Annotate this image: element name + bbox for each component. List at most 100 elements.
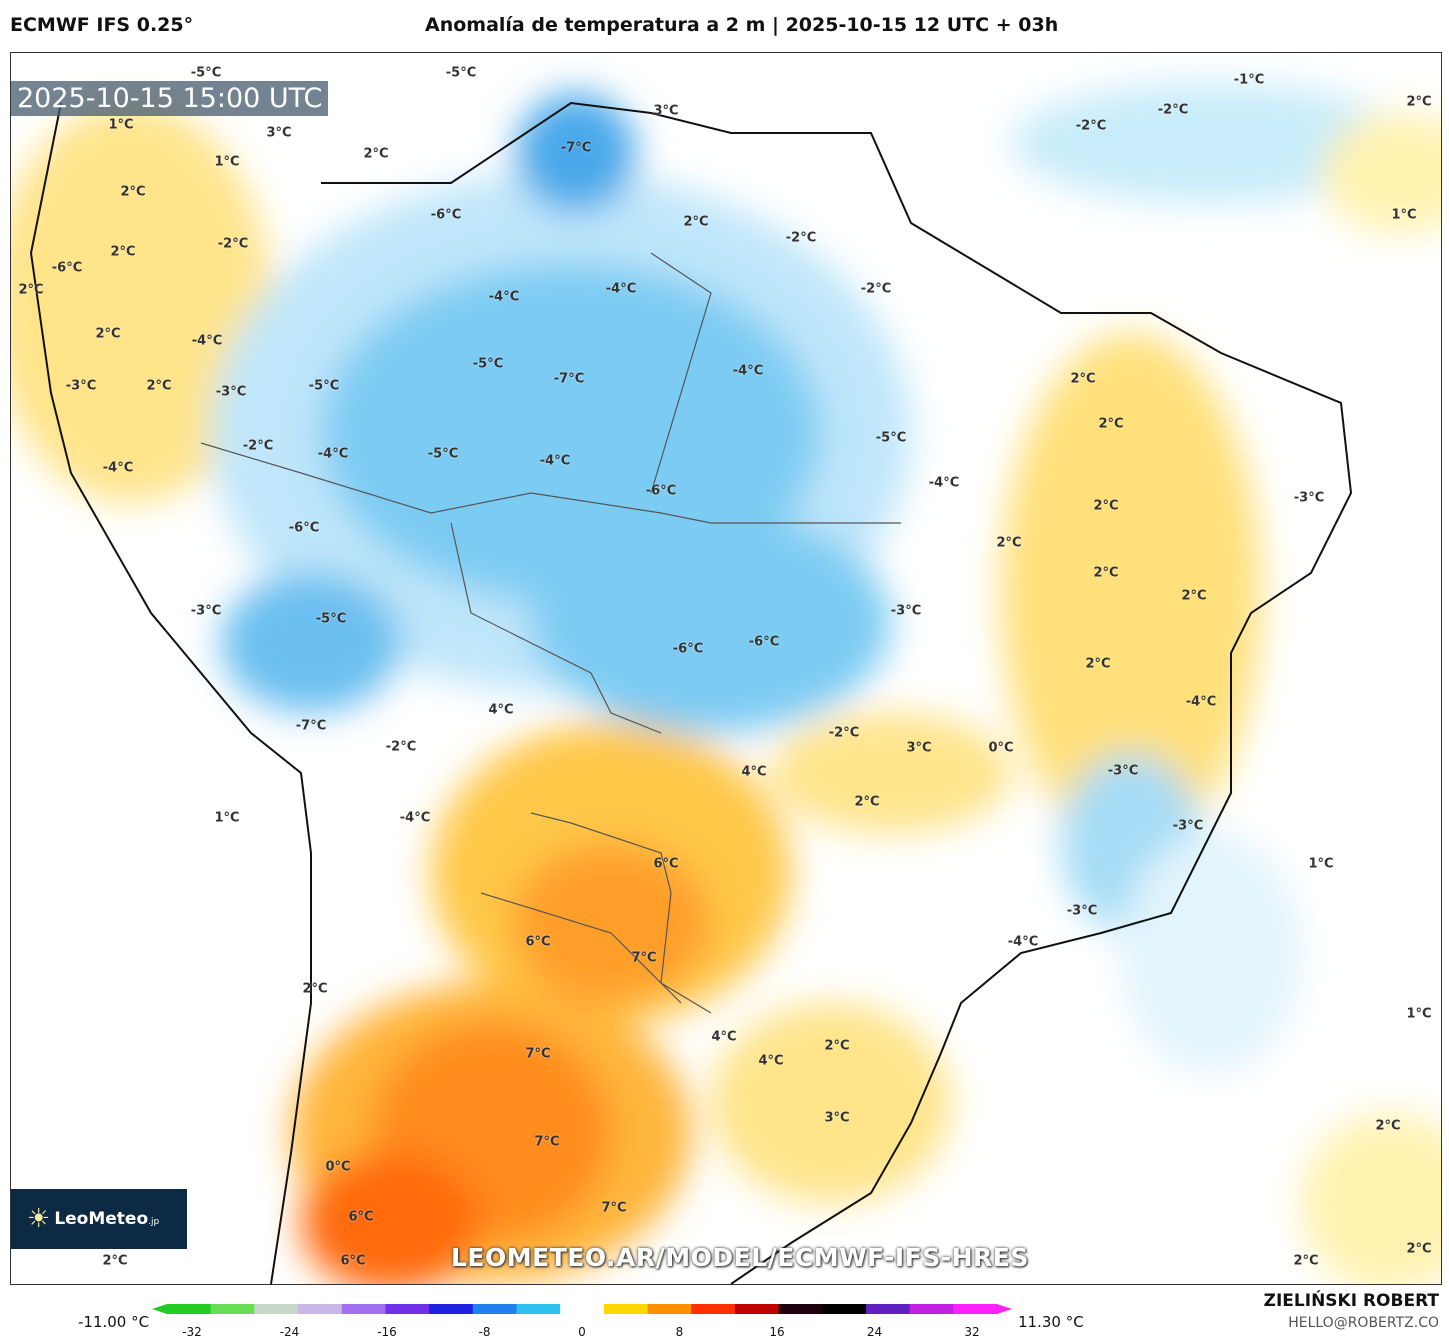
contour-label: -3°C: [1107, 763, 1139, 779]
colorbar-swatch: [691, 1304, 736, 1314]
contour-label: 7°C: [525, 1046, 551, 1062]
contour-label: 1°C: [1308, 856, 1334, 872]
contour-label: -6°C: [748, 634, 780, 650]
colorbar-max-label: 11.30 °C: [1018, 1313, 1084, 1331]
contour-label: 3°C: [906, 740, 932, 756]
colorbar-swatch: [254, 1304, 299, 1314]
contour-label: -3°C: [1293, 490, 1325, 506]
contour-label: -4°C: [928, 475, 960, 491]
contour-label: 2°C: [102, 1253, 128, 1269]
contour-label: 7°C: [534, 1134, 560, 1150]
contour-label: 0°C: [325, 1159, 351, 1175]
contour-label: -4°C: [488, 289, 520, 305]
contour-label: 2°C: [110, 244, 136, 260]
author-email: HELLO@ROBERTZ.CO: [1288, 1315, 1439, 1331]
contour-label: -4°C: [732, 363, 764, 379]
contour-label: 1°C: [214, 154, 240, 170]
colorbar: [152, 1304, 1012, 1314]
contour-label: -5°C: [308, 378, 340, 394]
contour-label: -4°C: [1007, 934, 1039, 950]
colorbar-swatch: [516, 1304, 561, 1314]
contour-label: -2°C: [385, 739, 417, 755]
colorbar-swatch: [909, 1304, 954, 1314]
contour-label: -4°C: [102, 460, 134, 476]
colorbar-swatch: [472, 1304, 517, 1314]
colorbar-swatch: [822, 1304, 867, 1314]
contour-label: 2°C: [18, 282, 44, 298]
contour-label: -3°C: [215, 384, 247, 400]
colorbar-tick: 32: [964, 1325, 980, 1339]
contour-label: 6°C: [653, 856, 679, 872]
contour-label: -6°C: [645, 483, 677, 499]
contour-label: 2°C: [824, 1038, 850, 1054]
contour-label: 2°C: [363, 146, 389, 162]
colorbar-tick: -16: [377, 1325, 397, 1339]
contour-label: -3°C: [1066, 903, 1098, 919]
colorbar-tick: 16: [769, 1325, 785, 1339]
colorbar-swatch: [298, 1304, 343, 1314]
contour-label: 0°C: [988, 740, 1014, 756]
contour-label: -4°C: [399, 810, 431, 826]
contour-label: -5°C: [190, 65, 222, 81]
colorbar-tick: 8: [675, 1325, 684, 1339]
colorbar-swatch: [385, 1304, 430, 1314]
contour-label: 2°C: [1406, 94, 1432, 110]
contour-label: 2°C: [996, 535, 1022, 551]
colorbar-tick: -8: [478, 1325, 491, 1339]
colorbar-swatch: [953, 1304, 998, 1314]
colorbar-swatch: [865, 1304, 911, 1314]
contour-label: -4°C: [191, 333, 223, 349]
contour-label: -7°C: [553, 371, 585, 387]
contour-label: -7°C: [295, 718, 327, 734]
contour-label: -6°C: [51, 260, 83, 276]
contour-label: 2°C: [1293, 1253, 1319, 1269]
map-title: Anomalía de temperatura a 2 m | 2025-10-…: [425, 14, 1059, 36]
contour-label: 1°C: [1406, 1006, 1432, 1022]
contour-label: -5°C: [445, 65, 477, 81]
contour-label: 3°C: [653, 103, 679, 119]
colorbar-swatch: [778, 1304, 823, 1314]
contour-label: -5°C: [315, 611, 347, 627]
contour-label: 4°C: [488, 702, 514, 718]
contour-label: -2°C: [1157, 102, 1189, 118]
contour-label: -3°C: [890, 603, 922, 619]
contour-label: 2°C: [1181, 588, 1207, 604]
contour-label: -4°C: [317, 446, 349, 462]
contour-label: -2°C: [1075, 118, 1107, 134]
contour-label: -7°C: [560, 140, 592, 156]
leometeo-logo[interactable]: ☀ LeoMeteo .jp: [11, 1189, 187, 1249]
contour-label: 2°C: [1070, 371, 1096, 387]
contour-label: 2°C: [302, 981, 328, 997]
contour-label: 2°C: [1093, 565, 1119, 581]
contour-label: -1°C: [1233, 72, 1265, 88]
contour-label: 2°C: [95, 326, 121, 342]
contour-label: -2°C: [785, 230, 817, 246]
contour-label: 2°C: [120, 184, 146, 200]
anomaly-field: [11, 83, 1441, 1284]
contour-label: -5°C: [427, 446, 459, 462]
contour-label: 2°C: [1406, 1241, 1432, 1257]
colorbar-swatch: [210, 1304, 255, 1314]
contour-label: 4°C: [741, 764, 767, 780]
contour-label: -4°C: [605, 281, 637, 297]
colorbar-swatch: [429, 1304, 474, 1314]
contour-label: 3°C: [266, 125, 292, 141]
contour-label: 2°C: [1093, 498, 1119, 514]
colorbar-tick: 24: [866, 1325, 883, 1339]
contour-label: 2°C: [854, 794, 880, 810]
contour-label: -2°C: [828, 725, 860, 741]
contour-label: -5°C: [472, 356, 504, 372]
contour-label: 4°C: [711, 1029, 737, 1045]
contour-label: 6°C: [348, 1209, 374, 1225]
contour-label: 2°C: [683, 214, 709, 230]
temperature-anomaly-map[interactable]: -5°C -5°C -7°C 3°C 3°C 1°C 1°C 2°C 2°C -6°C 2°C -2°…: [10, 52, 1442, 1285]
valid-time-badge: 2025-10-15 15:00 UTC: [11, 81, 329, 116]
contour-label: 6°C: [525, 934, 551, 950]
colorbar-swatch: [647, 1304, 692, 1314]
colorbar-swatch: [734, 1304, 780, 1314]
contour-label: -4°C: [1185, 694, 1217, 710]
contour-label: -6°C: [288, 520, 320, 536]
watermark-url: LEOMETEO.AR/MODEL/ECMWF-IFS-HRES: [451, 1243, 1029, 1272]
contour-label: -6°C: [430, 207, 462, 223]
contour-label: -5°C: [875, 430, 907, 446]
